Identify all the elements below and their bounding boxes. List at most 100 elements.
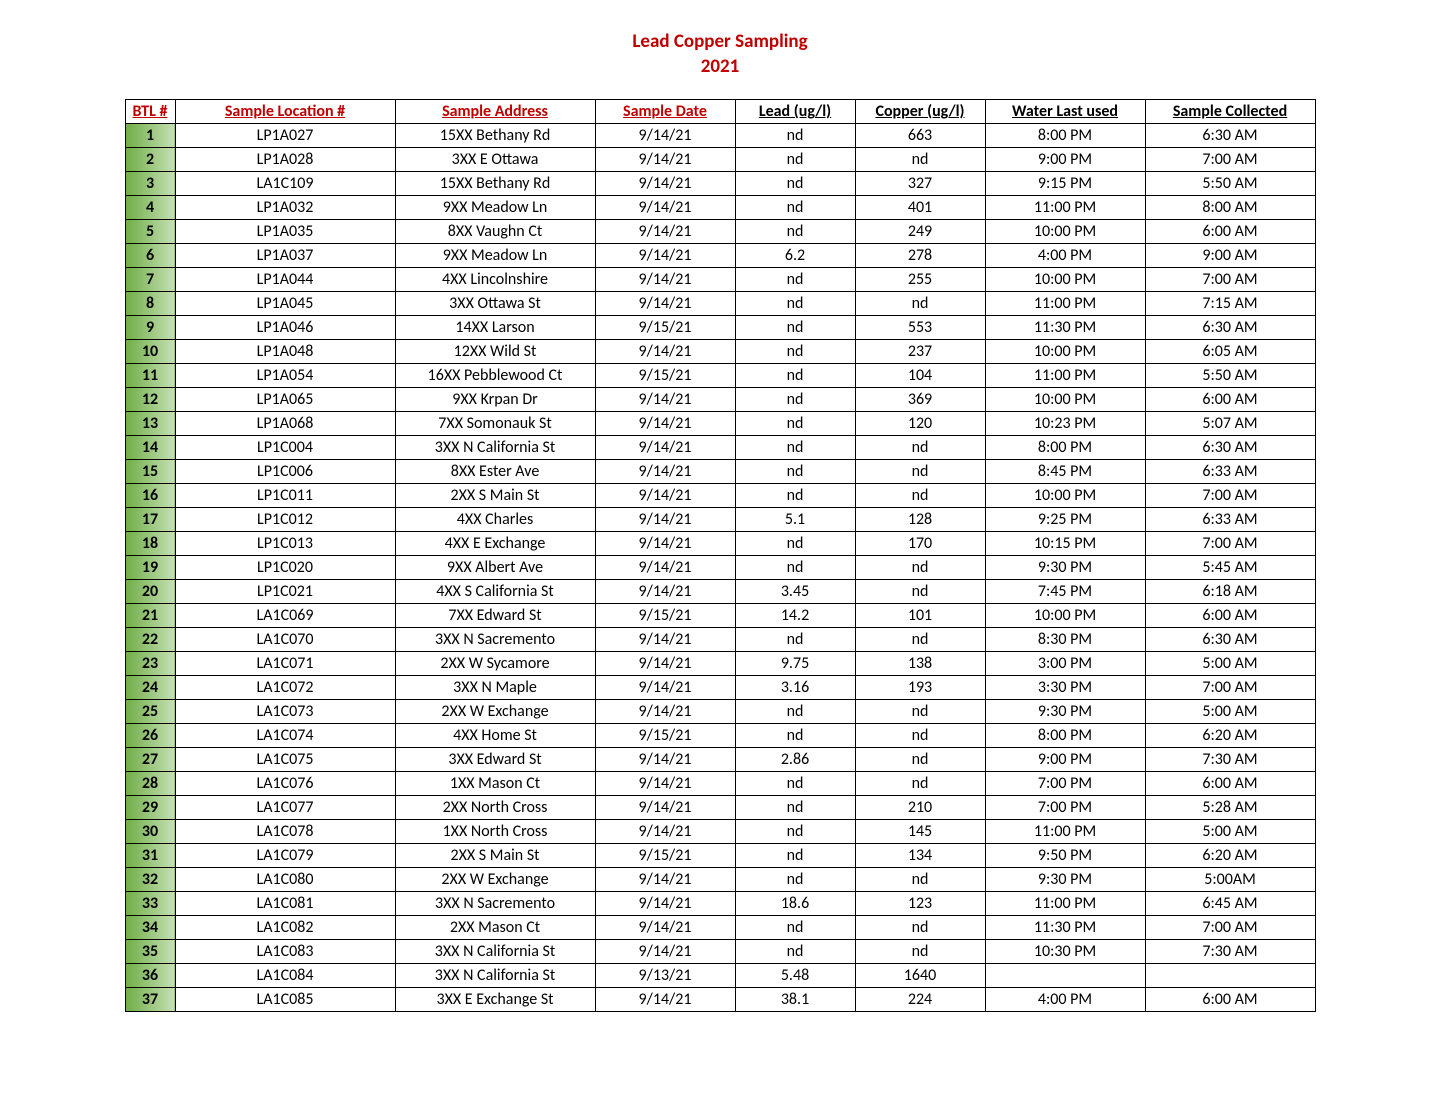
cell-btl: 24: [125, 676, 175, 700]
cell-address: 4XX Home St: [395, 724, 595, 748]
cell-address: 3XX N Maple: [395, 676, 595, 700]
cell-lead: nd: [735, 436, 855, 460]
cell-btl: 3: [125, 172, 175, 196]
cell-date: 9/14/21: [595, 868, 735, 892]
cell-location: LP1A045: [175, 292, 395, 316]
cell-date: 9/14/21: [595, 196, 735, 220]
cell-collected: 7:00 AM: [1145, 676, 1315, 700]
cell-lead: nd: [735, 148, 855, 172]
cell-btl: 35: [125, 940, 175, 964]
title-line-2: 2021: [20, 55, 1420, 80]
cell-last_used: 10:00 PM: [985, 604, 1145, 628]
cell-copper: 237: [855, 340, 985, 364]
cell-copper: nd: [855, 460, 985, 484]
cell-collected: 5:00 AM: [1145, 700, 1315, 724]
cell-last_used: 10:30 PM: [985, 940, 1145, 964]
cell-address: 2XX S Main St: [395, 844, 595, 868]
cell-last_used: 10:00 PM: [985, 268, 1145, 292]
table-row: 21LA1C0697XX Edward St9/15/2114.210110:0…: [125, 604, 1315, 628]
table-row: 23LA1C0712XX W Sycamore9/14/219.751383:0…: [125, 652, 1315, 676]
cell-date: 9/14/21: [595, 940, 735, 964]
cell-copper: 138: [855, 652, 985, 676]
cell-location: LP1A044: [175, 268, 395, 292]
report-title: Lead Copper Sampling 2021: [20, 30, 1420, 79]
cell-collected: 5:00 AM: [1145, 820, 1315, 844]
cell-copper: nd: [855, 724, 985, 748]
cell-location: LP1A048: [175, 340, 395, 364]
cell-collected: 6:33 AM: [1145, 508, 1315, 532]
cell-address: 2XX W Exchange: [395, 868, 595, 892]
cell-address: 9XX Albert Ave: [395, 556, 595, 580]
cell-lead: nd: [735, 628, 855, 652]
cell-copper: nd: [855, 436, 985, 460]
cell-btl: 2: [125, 148, 175, 172]
cell-date: 9/13/21: [595, 964, 735, 988]
table-row: 14LP1C0043XX N California St9/14/21ndnd8…: [125, 436, 1315, 460]
cell-lead: nd: [735, 124, 855, 148]
cell-date: 9/14/21: [595, 772, 735, 796]
cell-btl: 8: [125, 292, 175, 316]
cell-address: 2XX Mason Ct: [395, 916, 595, 940]
cell-last_used: 3:30 PM: [985, 676, 1145, 700]
cell-last_used: 11:00 PM: [985, 196, 1145, 220]
cell-address: 8XX Ester Ave: [395, 460, 595, 484]
cell-copper: nd: [855, 772, 985, 796]
table-row: 6LP1A0379XX Meadow Ln9/14/216.22784:00 P…: [125, 244, 1315, 268]
cell-copper: nd: [855, 292, 985, 316]
cell-collected: 7:00 AM: [1145, 484, 1315, 508]
cell-copper: 553: [855, 316, 985, 340]
cell-copper: 255: [855, 268, 985, 292]
cell-last_used: 11:30 PM: [985, 916, 1145, 940]
col-header-date: Sample Date: [595, 100, 735, 124]
cell-address: 3XX N Sacremento: [395, 892, 595, 916]
cell-lead: nd: [735, 460, 855, 484]
cell-copper: nd: [855, 148, 985, 172]
cell-address: 15XX Bethany Rd: [395, 172, 595, 196]
cell-last_used: 8:30 PM: [985, 628, 1145, 652]
title-line-1: Lead Copper Sampling: [20, 30, 1420, 55]
table-row: 15LP1C0068XX Ester Ave9/14/21ndnd8:45 PM…: [125, 460, 1315, 484]
cell-last_used: 4:00 PM: [985, 244, 1145, 268]
cell-btl: 18: [125, 532, 175, 556]
cell-btl: 14: [125, 436, 175, 460]
cell-date: 9/14/21: [595, 388, 735, 412]
cell-lead: nd: [735, 916, 855, 940]
table-row: 34LA1C0822XX Mason Ct9/14/21ndnd11:30 PM…: [125, 916, 1315, 940]
cell-btl: 28: [125, 772, 175, 796]
col-header-address: Sample Address: [395, 100, 595, 124]
cell-copper: nd: [855, 868, 985, 892]
table-body: 1LP1A02715XX Bethany Rd9/14/21nd6638:00 …: [125, 124, 1315, 1012]
cell-btl: 22: [125, 628, 175, 652]
cell-collected: 6:18 AM: [1145, 580, 1315, 604]
cell-copper: 134: [855, 844, 985, 868]
cell-collected: 7:00 AM: [1145, 916, 1315, 940]
cell-lead: 3.16: [735, 676, 855, 700]
cell-date: 9/15/21: [595, 316, 735, 340]
cell-date: 9/14/21: [595, 172, 735, 196]
cell-location: LA1C079: [175, 844, 395, 868]
cell-collected: 6:00 AM: [1145, 772, 1315, 796]
cell-lead: nd: [735, 796, 855, 820]
cell-location: LP1A046: [175, 316, 395, 340]
cell-btl: 31: [125, 844, 175, 868]
cell-btl: 5: [125, 220, 175, 244]
cell-copper: 210: [855, 796, 985, 820]
cell-last_used: 11:00 PM: [985, 292, 1145, 316]
cell-lead: nd: [735, 292, 855, 316]
cell-last_used: 9:00 PM: [985, 748, 1145, 772]
cell-last_used: 8:45 PM: [985, 460, 1145, 484]
cell-location: LP1A068: [175, 412, 395, 436]
cell-lead: nd: [735, 316, 855, 340]
sampling-table: BTL #Sample Location #Sample AddressSamp…: [125, 99, 1316, 1012]
cell-lead: nd: [735, 196, 855, 220]
cell-date: 9/14/21: [595, 484, 735, 508]
cell-date: 9/14/21: [595, 748, 735, 772]
cell-last_used: 10:00 PM: [985, 484, 1145, 508]
cell-copper: nd: [855, 940, 985, 964]
cell-last_used: 11:00 PM: [985, 892, 1145, 916]
table-row: 11LP1A05416XX Pebblewood Ct9/15/21nd1041…: [125, 364, 1315, 388]
cell-btl: 37: [125, 988, 175, 1012]
cell-copper: 249: [855, 220, 985, 244]
table-header: BTL #Sample Location #Sample AddressSamp…: [125, 100, 1315, 124]
cell-copper: nd: [855, 580, 985, 604]
